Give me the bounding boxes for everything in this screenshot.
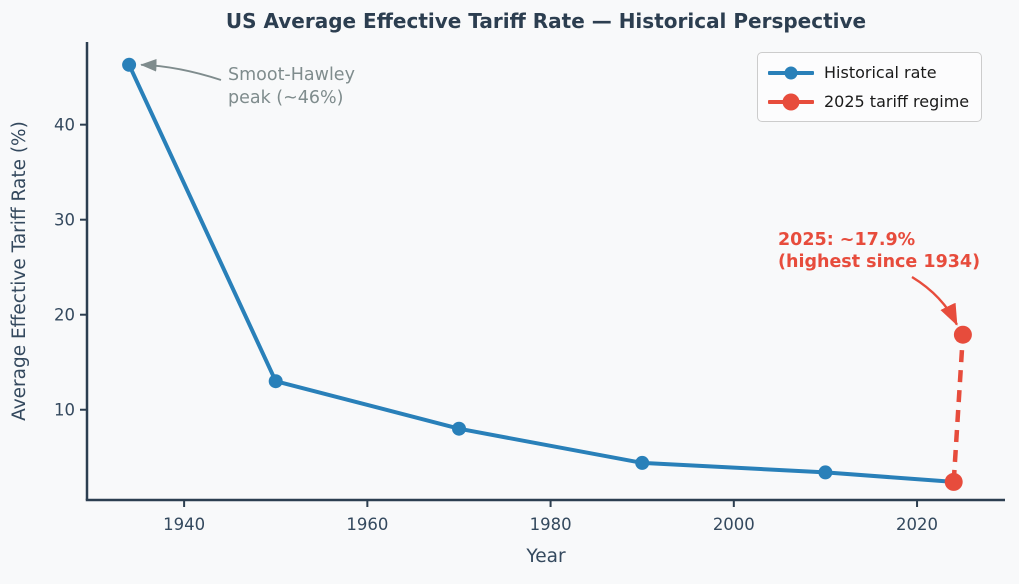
svg-text:1940: 1940 bbox=[163, 515, 205, 534]
svg-text:1960: 1960 bbox=[346, 515, 388, 534]
legend-label-2025-regime: 2025 tariff regime bbox=[824, 92, 970, 111]
axis-spines bbox=[85, 42, 1005, 502]
svg-text:40: 40 bbox=[54, 116, 75, 135]
x-axis-label: Year bbox=[525, 546, 566, 567]
y-axis-label: Average Effective Tariff Rate (%) bbox=[9, 121, 30, 421]
svg-text:1980: 1980 bbox=[530, 515, 572, 534]
svg-text:30: 30 bbox=[54, 211, 75, 230]
series-line-0 bbox=[127, 63, 954, 484]
series-markers-1 bbox=[944, 325, 972, 491]
smoot-hawley-arrow bbox=[140, 59, 222, 81]
annotation-2025-rate: 2025: ~17.9% (highest since 1934) bbox=[778, 230, 981, 272]
legend-marker-2025-regime-icon bbox=[768, 92, 814, 112]
svg-text:20: 20 bbox=[54, 306, 75, 325]
legend-marker-historical-icon bbox=[768, 63, 814, 83]
svg-text:10: 10 bbox=[54, 401, 75, 420]
legend-item-2025-regime: 2025 tariff regime bbox=[768, 87, 969, 116]
annotation-smoot-hawley: Smoot-Hawley peak (~46%) bbox=[228, 65, 355, 108]
series-markers-0 bbox=[122, 57, 961, 489]
svg-text:2020: 2020 bbox=[896, 515, 938, 534]
legend-item-historical: Historical rate bbox=[768, 58, 969, 87]
2025-arrow bbox=[911, 275, 958, 326]
legend: Historical rate 2025 tariff regime bbox=[757, 52, 983, 122]
y-axis-ticks: 10 20 30 40 bbox=[54, 116, 87, 420]
svg-text:2000: 2000 bbox=[713, 515, 755, 534]
chart-title: US Average Effective Tariff Rate — Histo… bbox=[225, 9, 867, 33]
x-axis-ticks: 1940 1960 1980 2000 2020 bbox=[163, 500, 938, 534]
legend-label-historical: Historical rate bbox=[824, 63, 937, 82]
series-line-1 bbox=[951, 334, 966, 483]
